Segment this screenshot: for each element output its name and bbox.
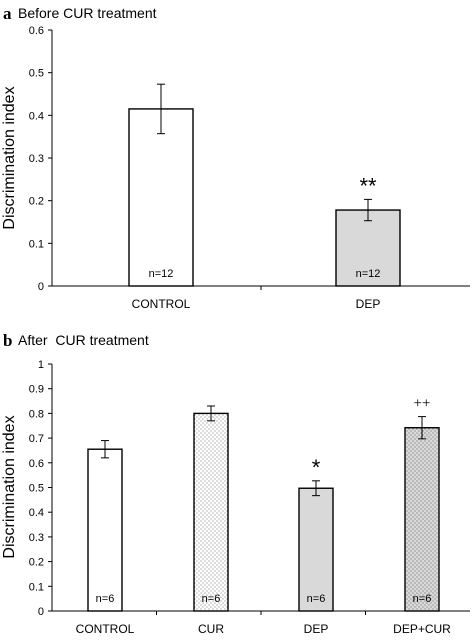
panel-b-category-label: CUR bbox=[198, 622, 224, 636]
panel-b-y-tick-label: 0.3 bbox=[29, 532, 44, 544]
panel-b-letter: b bbox=[3, 331, 12, 350]
panel-a-y-tick-label: 0 bbox=[38, 281, 44, 293]
panel-b-n-label: n=6 bbox=[307, 593, 326, 605]
panel-b-bar-dep bbox=[298, 487, 334, 612]
panel-b-plot: 0 0.1 0.2 0.3 0.4 0.5 0.6 0.7 0.8 0.9 1 n=6 CONTROL n… bbox=[29, 359, 470, 636]
panel-b-y-tick-label: 0.1 bbox=[29, 581, 44, 593]
panel-a-bar-control bbox=[128, 108, 194, 287]
panel-b-significance-marker: ++ bbox=[414, 396, 431, 412]
panel-a-bar-dep bbox=[335, 209, 401, 287]
panel-a-n-label: n=12 bbox=[149, 268, 174, 280]
panel-a-letter: a bbox=[3, 4, 12, 23]
panel-b-y-tick-label: 0.2 bbox=[29, 557, 44, 569]
panel-b-error-bar bbox=[312, 480, 320, 497]
panel-b-n-label: n=6 bbox=[96, 593, 115, 605]
panel-b-significance-marker: * bbox=[312, 455, 321, 480]
panel-a-y-tick-label: 0.1 bbox=[29, 238, 44, 250]
panel-a-y-tick-label: 0.6 bbox=[29, 25, 44, 37]
panel-a-significance-marker: ** bbox=[359, 173, 377, 198]
panel-b-error-bar bbox=[418, 416, 426, 440]
panel-b-y-axis-label: Discrimination index bbox=[1, 415, 18, 558]
panel-a-error-bar bbox=[157, 83, 165, 135]
panel-b-title: After CUR treatment bbox=[18, 332, 149, 348]
panel-a-y-tick-label: 0.5 bbox=[29, 68, 44, 80]
panel-b-n-label: n=6 bbox=[413, 593, 432, 605]
panel-b-bar-cur bbox=[193, 412, 229, 612]
panel-b-category-label: DEP bbox=[304, 622, 329, 636]
panel-b-y-tick-label: 0.8 bbox=[29, 408, 44, 420]
panel-a-error-bar bbox=[364, 198, 372, 222]
panel-a-y-axis-label: Discrimination index bbox=[1, 86, 18, 229]
panel-b-error-bar bbox=[101, 440, 109, 459]
panel-a-title: Before CUR treatment bbox=[18, 5, 157, 21]
panel-b-y-tick-label: 0.5 bbox=[29, 483, 44, 495]
panel-a-n-label: n=12 bbox=[356, 268, 381, 280]
panel-b-n-label: n=6 bbox=[202, 593, 221, 605]
panel-b-category-label: DEP+CUR bbox=[393, 622, 451, 636]
panel-a-plot: 0 0.1 0.2 0.3 0.4 0.5 0.6 n=12 CONTROL n=12 DEP ** bbox=[29, 25, 470, 311]
panel-a-y-tick-label: 0.4 bbox=[29, 110, 44, 122]
panel-b-category-label: CONTROL bbox=[76, 622, 135, 636]
panel-b-y-tick-label: 0 bbox=[38, 606, 44, 618]
panel-a-category-label: CONTROL bbox=[132, 297, 191, 311]
panel-b-y-tick-label: 1 bbox=[38, 359, 44, 371]
panel-a-category-label: DEP bbox=[356, 297, 381, 311]
panel-b-bar-dep-cur bbox=[404, 427, 440, 612]
panel-b-error-bar bbox=[207, 405, 215, 422]
panel-a-y-tick-label: 0.3 bbox=[29, 153, 44, 165]
panel-b-bar-control bbox=[87, 448, 123, 612]
panel-b-y-tick-label: 0.7 bbox=[29, 433, 44, 445]
panel-a-y-tick-label: 0.2 bbox=[29, 196, 44, 208]
panel-b-y-tick-label: 0.4 bbox=[29, 507, 44, 519]
panel-b-y-tick-label: 0.6 bbox=[29, 458, 44, 470]
panel-b-y-tick-label: 0.9 bbox=[29, 384, 44, 396]
